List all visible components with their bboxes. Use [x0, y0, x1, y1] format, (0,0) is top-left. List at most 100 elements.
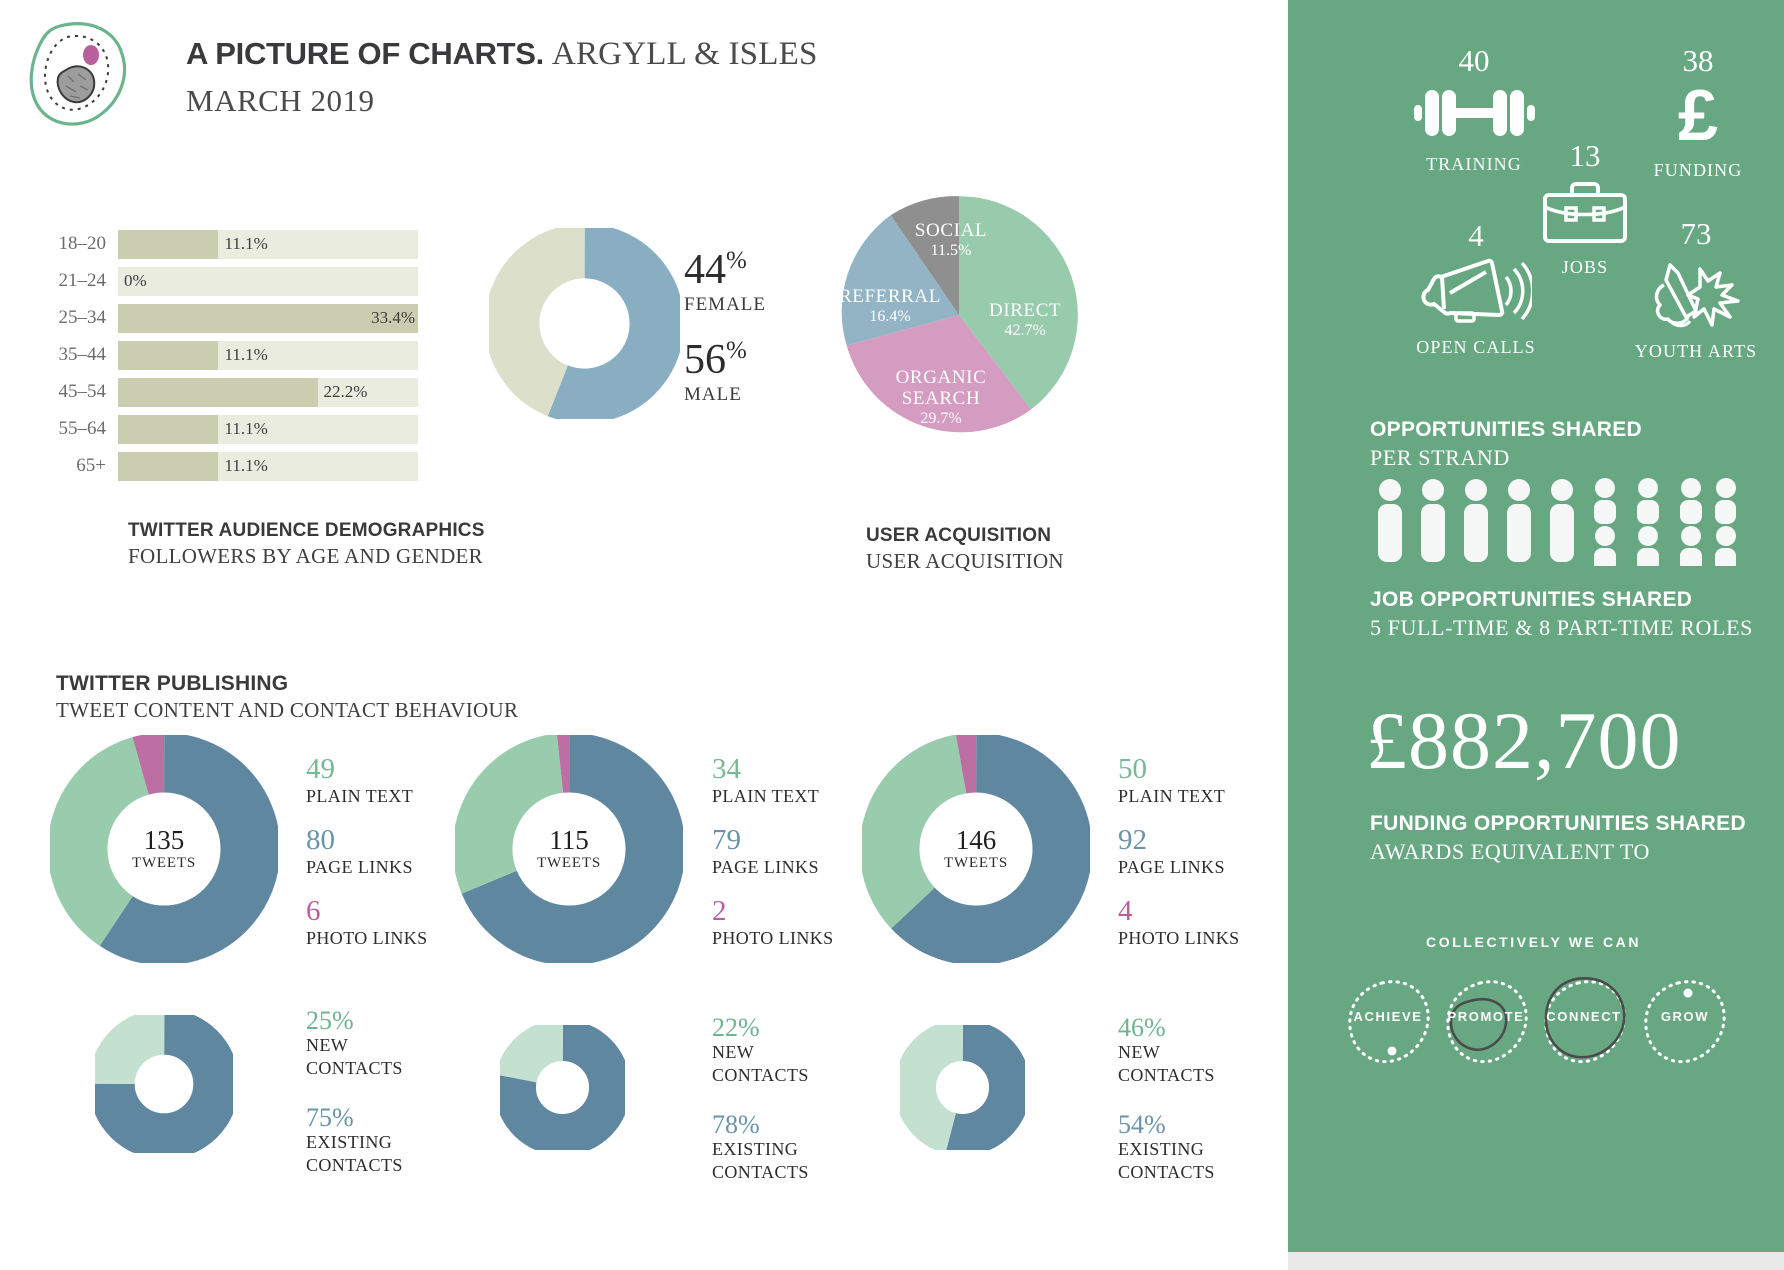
bar-label: 65+	[76, 455, 106, 476]
funding-amount: £882,700	[1366, 695, 1682, 786]
caption-subtitle: TWEET CONTENT AND CONTACT BEHAVIOUR	[56, 698, 519, 722]
list-item: 80 PAGE LINKS	[306, 824, 413, 878]
values-blobs: ACHIEVE PROMOTE CONNECT GROW	[1348, 977, 1726, 1064]
donut-center-label: 135 TWEETS	[132, 825, 196, 871]
svg-text:£: £	[1678, 82, 1718, 150]
publishing-legend-3: 50 PLAIN TEXT 92 PAGE LINKS 4 PHOTO LINK…	[1118, 755, 1240, 968]
bar-label: 25–34	[58, 307, 107, 328]
pie-slice-direct: DIRECT 42.7%	[989, 300, 1062, 339]
list-item: 46% NEW CONTACTS	[1118, 1013, 1215, 1085]
table-row: 35–44 11.1%	[56, 339, 466, 371]
blob-achieve: ACHIEVE	[1348, 980, 1430, 1064]
impact-panel: 40 TRAINING 38 £ FUNDING 13	[1288, 0, 1784, 1270]
blob-grow: GROW	[1644, 980, 1726, 1064]
caption-subtitle: FOLLOWERS BY AGE AND GENDER	[128, 544, 483, 568]
contacts-legend-1: 25% NEW CONTACTS 75% EXISTING CONTACTS	[306, 1008, 403, 1194]
svg-text:ACHIEVE: ACHIEVE	[1354, 1009, 1423, 1024]
bar-label: 45–54	[58, 381, 107, 402]
table-row: 45–54 22.2%	[56, 376, 466, 408]
collectively-label: COLLECTIVELY WE CAN	[1426, 934, 1642, 950]
bar-value: 11.1%	[224, 345, 268, 364]
title-light: ARGYLL & ISLES	[551, 36, 818, 72]
bar-fill	[118, 340, 218, 370]
bar-fill	[118, 414, 218, 444]
donut-center-label: 146 TWEETS	[944, 825, 1008, 871]
bar-label: 55–64	[58, 418, 107, 439]
bar-track: 11.1%	[118, 414, 418, 444]
bar-label: 18–20	[58, 233, 107, 254]
blob-logo	[22, 20, 147, 135]
bar-track: 11.1%	[118, 229, 418, 259]
bar-fill	[118, 451, 218, 481]
acquisition-caption: USER ACQUISITION USER ACQUISITION	[866, 525, 1064, 574]
bar-value: 11.1%	[224, 419, 268, 438]
pie-slice-referral: REFERRAL 16.4%	[839, 286, 941, 325]
list-item: 34 PLAIN TEXT	[712, 753, 820, 807]
stat-open-calls: 4 OPEN CALLS	[1416, 218, 1536, 357]
gender-donut-chart	[484, 223, 685, 424]
publishing-donut-1: 135 TWEETS	[47, 732, 281, 966]
contacts-legend-2: 22% NEW CONTACTS 78% EXISTING CONTACTS	[712, 1015, 809, 1201]
table-row: 55–64 11.1%	[56, 413, 466, 445]
svg-text:PROMOTE: PROMOTE	[1448, 1009, 1525, 1024]
male-label: MALE	[684, 384, 742, 405]
list-item: 92 PAGE LINKS	[1118, 824, 1225, 878]
bar-value: 11.1%	[224, 234, 268, 253]
bar-value: 0%	[124, 271, 147, 290]
bar-track: 33.4%	[118, 303, 418, 333]
pound-icon: £	[1678, 76, 1718, 156]
bar-value: 22.2%	[323, 382, 368, 401]
bottom-strip	[1288, 1252, 1784, 1270]
jobs-heading: JOB OPPORTUNITIES SHARED 5 FULL-TIME & 8…	[1370, 588, 1753, 640]
table-row: 18–20 11.1%	[56, 228, 466, 260]
bar-track: 22.2%	[118, 377, 418, 407]
donut-center-label: 115 TWEETS	[537, 825, 601, 871]
list-item: 75% EXISTING CONTACTS	[306, 1103, 403, 1175]
list-item: 79 PAGE LINKS	[712, 824, 819, 878]
caption-title: TWITTER PUBLISHING	[56, 672, 289, 695]
demographics-caption: TWITTER AUDIENCE DEMOGRAPHICS FOLLOWERS …	[128, 520, 485, 569]
bar-label: 21–24	[58, 270, 107, 291]
blob-promote: PROMOTE	[1446, 980, 1528, 1064]
bar-value: 11.1%	[224, 456, 268, 475]
female-label: FEMALE	[684, 294, 766, 315]
table-row: 25–34 33.4%	[56, 302, 466, 334]
bar-label: 35–44	[58, 344, 107, 365]
paintbrush-icon	[1654, 263, 1740, 328]
list-item: 49 PLAIN TEXT	[306, 753, 414, 807]
caption-title: TWITTER AUDIENCE DEMOGRAPHICS	[128, 520, 485, 541]
opportunities-heading: OPPORTUNITIES SHARED PER STRAND	[1370, 418, 1643, 470]
pie-slice-social: SOCIAL 11.5%	[914, 220, 988, 259]
stat-training: 40 TRAINING	[1394, 45, 1554, 175]
publishing-donut-2: 115 TWEETS	[452, 732, 686, 966]
list-item: 2 PHOTO LINKS	[712, 895, 834, 949]
publishing-legend-1: 49 PLAIN TEXT 80 PAGE LINKS 6 PHOTO LINK…	[306, 755, 428, 968]
bar-track: 11.1%	[118, 340, 418, 370]
publishing-caption: TWITTER PUBLISHING TWEET CONTENT AND CON…	[56, 672, 518, 723]
title-subtitle: MARCH 2019	[186, 83, 375, 118]
stat-jobs: 13 JOBS	[1510, 140, 1660, 278]
list-item: 22% NEW CONTACTS	[712, 1013, 809, 1085]
list-item: 6 PHOTO LINKS	[306, 895, 428, 949]
briefcase-icon	[1543, 182, 1627, 243]
main-content: A PICTURE OF CHARTS. ARGYLL & ISLES MARC…	[22, 20, 1240, 1201]
svg-text:GROW: GROW	[1661, 1009, 1709, 1024]
female-percent: 44%	[684, 247, 747, 293]
bar-track: 11.1%	[118, 451, 418, 481]
bar-value: 33.4%	[371, 308, 415, 327]
caption-title: USER ACQUISITION	[866, 525, 1052, 546]
table-row: 65+ 11.1%	[56, 450, 466, 482]
gender-legend: 44% FEMALE 56% MALE	[684, 248, 766, 406]
male-percent: 56%	[684, 337, 747, 383]
megaphone-icon	[1421, 258, 1535, 323]
list-item: 78% EXISTING CONTACTS	[712, 1110, 809, 1182]
caption-subtitle: USER ACQUISITION	[866, 549, 1064, 573]
bar-fill	[118, 377, 318, 407]
blob-connect: CONNECT	[1544, 977, 1626, 1064]
bar-track: 0%	[118, 266, 418, 296]
publishing-donut-3: 146 TWEETS	[859, 732, 1093, 966]
stat-youth-arts: 73 YOUTH ARTS	[1634, 216, 1758, 361]
svg-text:CONNECT: CONNECT	[1546, 1009, 1621, 1024]
dumbbell-icon	[1413, 90, 1535, 136]
